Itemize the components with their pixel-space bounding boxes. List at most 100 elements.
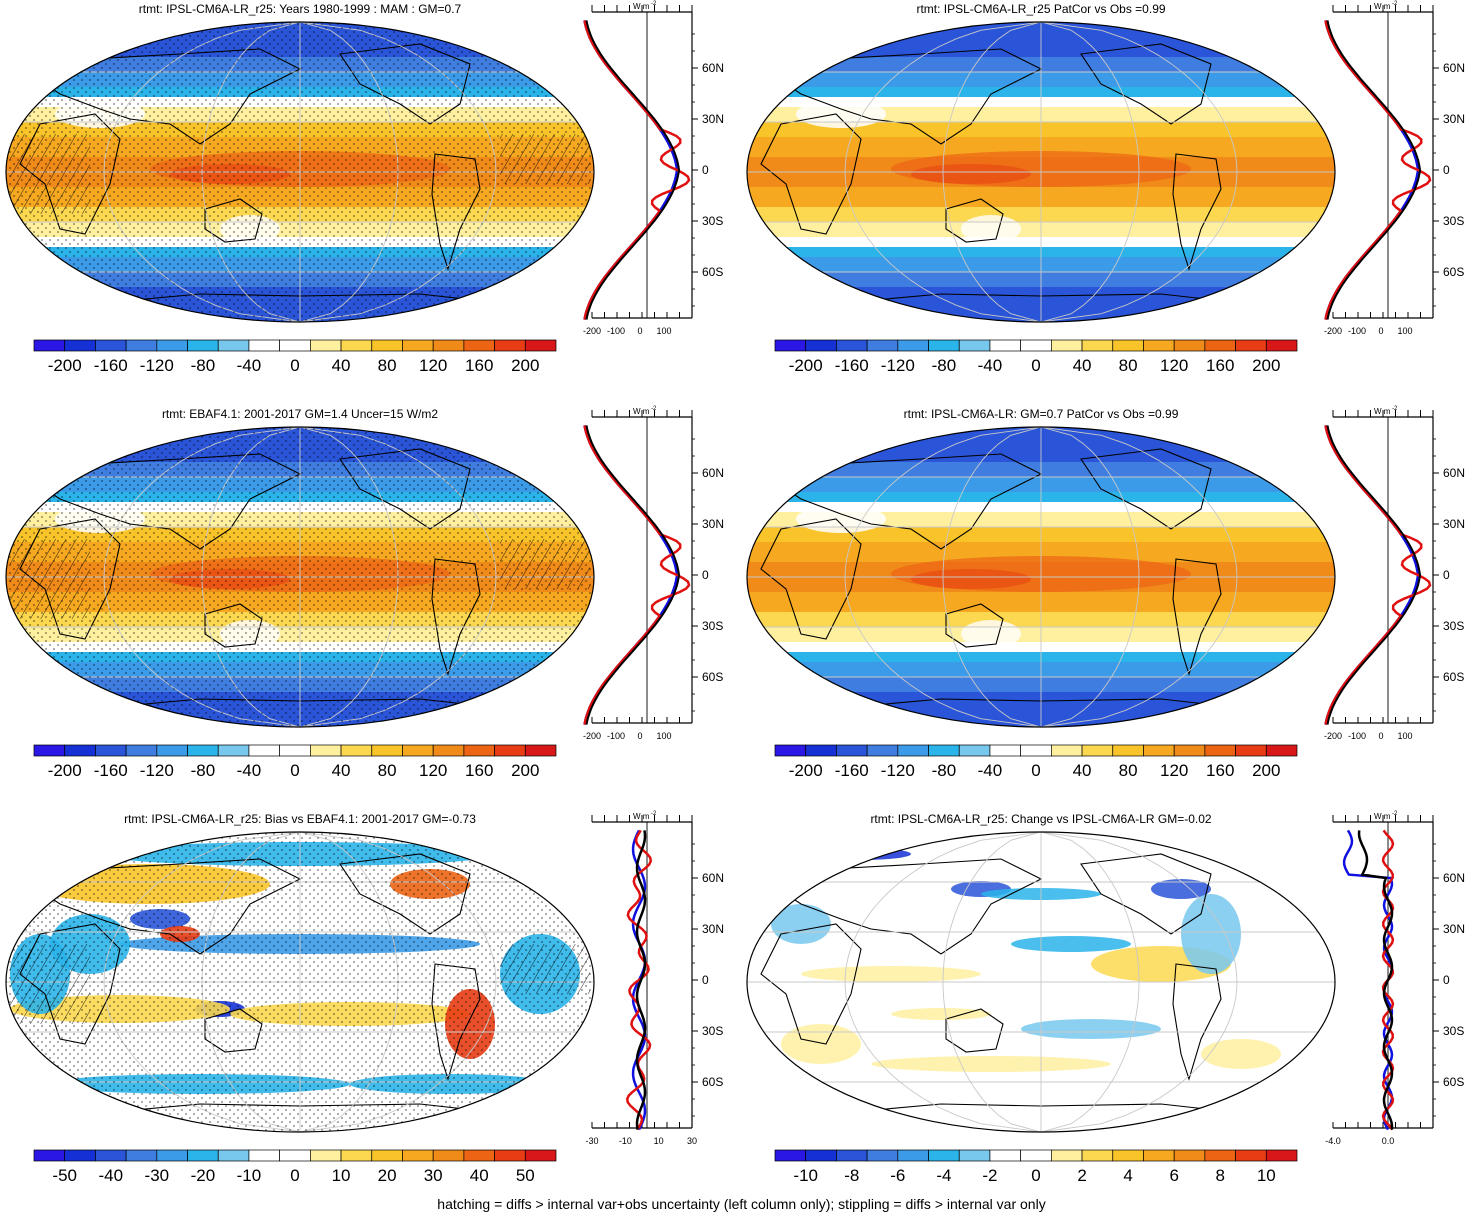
colorbar-label: -120 (140, 761, 174, 780)
profile-lat-label: 60N (702, 61, 724, 75)
colorbar-label: -80 (191, 356, 216, 375)
colorbar-swatch (1235, 744, 1267, 757)
profile-curve (1324, 20, 1432, 320)
colorbar-label: 0 (290, 1166, 299, 1185)
colorbar-swatch (371, 744, 403, 757)
profile-lat-label: 60N (702, 466, 724, 480)
colorbar-swatch (805, 744, 837, 757)
colorbar-swatch (33, 1149, 66, 1162)
profile-units-exp: -2 (651, 811, 657, 817)
colorbar-swatch (1051, 1149, 1083, 1162)
world-map (746, 21, 1336, 323)
map-panel: rtmt: EBAF4.1: 2001-2017 GM=1.4 Uncer=15… (0, 405, 741, 810)
colorbar-label: 0 (1031, 761, 1040, 780)
profile-curve (583, 20, 691, 320)
zonal-mean-profile: W m -2 60N 30N 0 30S 60S -200 -100 0 100 (1324, 406, 1465, 741)
colorbar-label: -2 (982, 1166, 997, 1185)
colorbar-swatch (248, 744, 280, 757)
profile-lat-label: 0 (1443, 568, 1450, 582)
colorbar-label: 120 (1160, 356, 1188, 375)
colorbar-label: -10 (793, 1166, 818, 1185)
colorbar-label: -40 (978, 761, 1003, 780)
profile-lat-label: 30N (1443, 922, 1465, 936)
map-panel: rtmt: IPSL-CM6A-LR_r25 PatCor vs Obs =0.… (741, 0, 1482, 405)
colorbar-swatch (805, 1149, 837, 1162)
profile-x-label: -30 (585, 1136, 598, 1146)
colorbar-label: -200 (789, 761, 823, 780)
zonal-mean-profile: W m -2 60N 30N 0 30S 60S -200 -100 0 100 (583, 406, 724, 741)
colorbar-swatch (1173, 339, 1206, 352)
colorbar-label: -40 (237, 761, 262, 780)
profile-x-label: -100 (1348, 731, 1366, 741)
zonal-mean-profile: W m -2 60N 30N 0 30S 60S -30 -10 10 30 (585, 811, 724, 1146)
profile-lat-label: 0 (1443, 163, 1450, 177)
colorbar-swatch (402, 1149, 434, 1162)
profile-units: W m (633, 812, 650, 821)
profile-x-label: 100 (1397, 326, 1412, 336)
profile-lat-label: 30N (702, 922, 724, 936)
colorbar-swatch (125, 1149, 158, 1162)
colorbar-swatch (1020, 1149, 1052, 1162)
profile-lat-label: 30S (1443, 214, 1464, 228)
profile-curve (585, 20, 681, 320)
colorbar-label: -80 (191, 761, 216, 780)
colorbar-swatch (774, 1149, 807, 1162)
colorbar-swatch (1143, 1149, 1175, 1162)
profile-curve (635, 830, 647, 1130)
colorbar: -200 -160 -120 -80 -40 0 40 80 120 160 200 (33, 339, 557, 375)
zonal-mean-profile: W m -2 60N 30N 0 30S 60S -200 -100 0 100 (583, 1, 724, 336)
map-panel: rtmt: IPSL-CM6A-LR_r25: Years 1980-1999 … (0, 0, 741, 405)
colorbar-swatch (1112, 744, 1144, 757)
colorbar-label: 120 (419, 356, 447, 375)
colorbar-swatch (402, 744, 434, 757)
colorbar-label: 50 (516, 1166, 535, 1185)
map-panel: rtmt: IPSL-CM6A-LR: GM=0.7 PatCor vs Obs… (741, 405, 1482, 810)
profile-lat-label: 30S (1443, 1024, 1464, 1038)
profile-x-label: -10 (619, 1136, 632, 1146)
colorbar-swatch (866, 1149, 899, 1162)
colorbar-label: -50 (52, 1166, 77, 1185)
colorbar-label: 40 (470, 1166, 489, 1185)
colorbar-label: -6 (890, 1166, 905, 1185)
colorbar-swatch (524, 744, 557, 757)
profile-lat-label: 0 (1443, 973, 1450, 987)
colorbar-label: 200 (511, 761, 539, 780)
colorbar-swatch (95, 339, 127, 352)
profile-x-label: 30 (687, 1136, 697, 1146)
colorbar-swatch (64, 744, 96, 757)
colorbar-label: 2 (1077, 1166, 1086, 1185)
profile-lat-label: 60N (1443, 871, 1465, 885)
profile-lat-label: 0 (702, 973, 709, 987)
profile-units-exp: -2 (651, 406, 657, 412)
profile-lat-label: 60N (1443, 61, 1465, 75)
colorbar-swatch (1051, 339, 1083, 352)
profile-x-label: 100 (656, 731, 671, 741)
zonal-mean-profile: W m -2 60N 30N 0 30S 60S -4.0 0.0 (1325, 811, 1465, 1146)
profile-x-label: 100 (656, 326, 671, 336)
colorbar-swatch (1204, 744, 1236, 757)
profile-units-exp: -2 (651, 1, 657, 7)
colorbar-label: 6 (1169, 1166, 1178, 1185)
profile-units-exp: -2 (1392, 811, 1398, 817)
profile-x-label: -100 (607, 731, 625, 741)
colorbar-label: -160 (835, 356, 869, 375)
colorbar-label: 10 (1257, 1166, 1276, 1185)
colorbar-swatch (836, 339, 868, 352)
colorbar-label: 40 (332, 356, 351, 375)
world-map (746, 831, 1336, 1133)
world-map (5, 426, 595, 728)
colorbar-label: 10 (332, 1166, 351, 1185)
colorbar-swatch (1173, 744, 1206, 757)
colorbar-label: 80 (1119, 356, 1138, 375)
colorbar-swatch (494, 339, 526, 352)
colorbar-swatch (64, 1149, 96, 1162)
profile-x-label: 0 (1378, 326, 1383, 336)
colorbar-swatch (125, 339, 158, 352)
colorbar-swatch (524, 339, 557, 352)
colorbar-swatch (494, 744, 526, 757)
colorbar-label: -80 (932, 761, 957, 780)
footer-note: hatching = diffs > internal var+obs unce… (437, 1196, 1046, 1212)
profile-lat-label: 60N (1443, 466, 1465, 480)
colorbar-swatch (217, 1149, 250, 1162)
profile-x-label: 100 (1397, 731, 1412, 741)
